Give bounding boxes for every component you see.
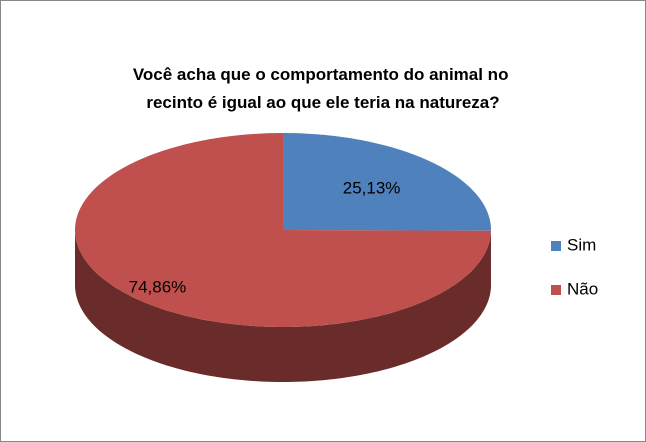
legend-swatch [551,285,561,295]
title-line: recinto é igual ao que ele teria na natu… [146,93,499,112]
pie-slice [283,133,491,231]
legend-label: Sim [567,235,596,254]
data-label: 25,13% [343,179,401,198]
legend-label: Não [567,279,598,298]
title-line: Você acha que o comportamento do animal … [133,65,509,84]
chart-title: Você acha que o comportamento do animal … [133,65,513,112]
pie-side [75,230,491,382]
pie-slice [75,133,491,327]
legend-swatch [551,241,561,251]
data-label: 74,86% [129,278,187,297]
